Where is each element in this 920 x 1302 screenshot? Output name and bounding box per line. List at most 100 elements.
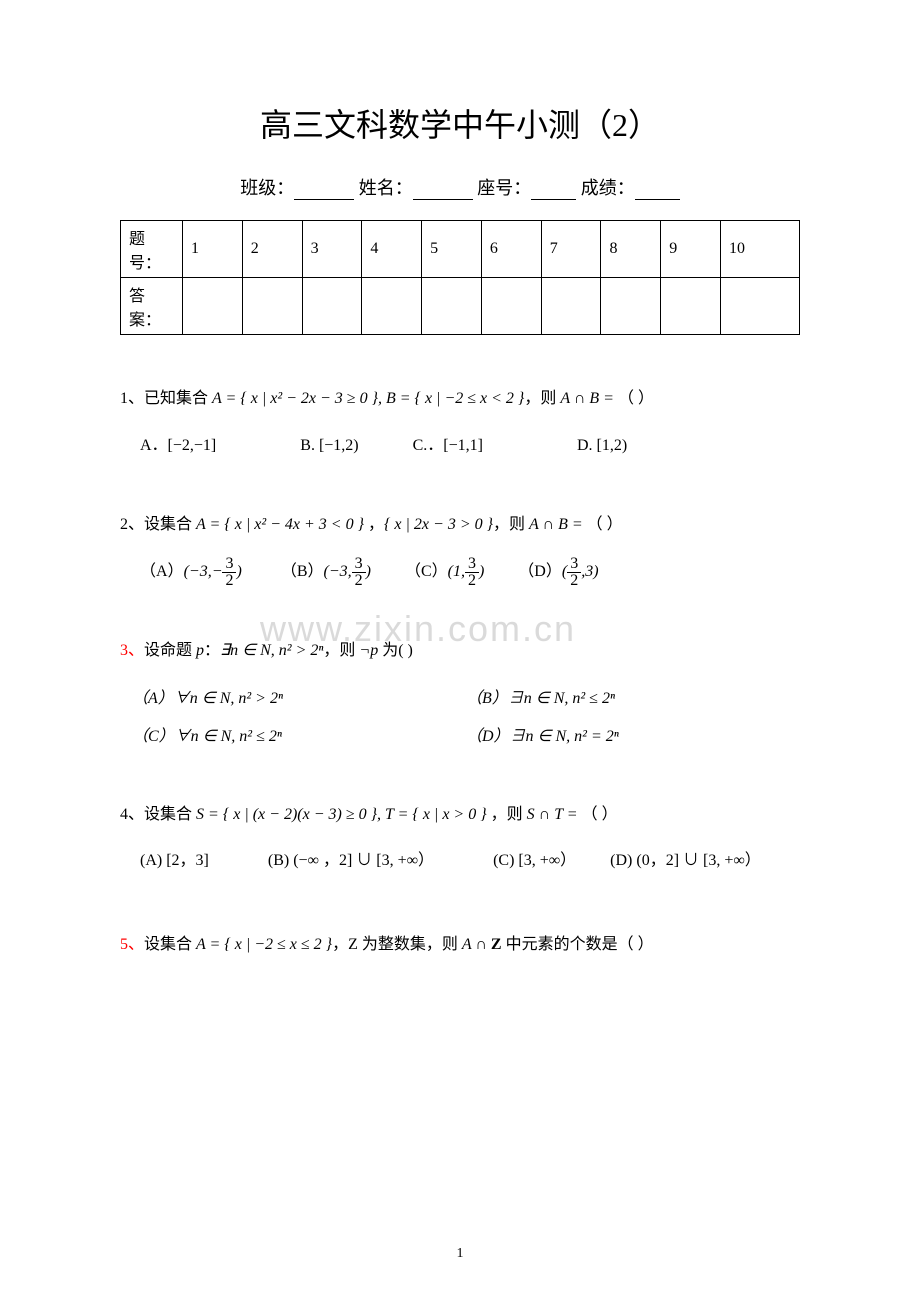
seat-label: 座号：	[477, 178, 531, 198]
class-label: 班级：	[240, 178, 294, 198]
q3-num: 3、	[120, 642, 144, 659]
table-cell	[422, 278, 482, 335]
q2-then: ，则	[493, 516, 529, 533]
q4-num: 4、	[120, 806, 144, 823]
name-blank	[413, 180, 473, 200]
table-cell	[362, 278, 422, 335]
q3-optA: （A）∀n ∈ N, n² > 2ⁿ	[132, 690, 283, 707]
q3-stem-mid: ，则	[323, 642, 359, 659]
q4-optC: (C) [3, +∞）	[493, 852, 576, 869]
q4-st: S ∩ T =	[527, 806, 578, 823]
table-cell	[661, 278, 721, 335]
q2-optA: (−3,−32)	[184, 563, 242, 580]
question-4: 4、设集合 S = { x | (x − 2)(x − 3) ≥ 0 }, T …	[120, 801, 800, 830]
table-row: 题号： 1 2 3 4 5 6 7 8 9 10	[121, 221, 800, 278]
q3-neg: ¬p	[359, 642, 378, 659]
q5-setA: A = { x | −2 ≤ x ≤ 2 }	[196, 936, 332, 953]
table-cell: 5	[422, 221, 482, 278]
q3-colon: ：	[204, 642, 220, 659]
table-row: 答案：	[121, 278, 800, 335]
question-5: 5、设集合 A = { x | −2 ≤ x ≤ 2 }，Z 为整数集，则 A …	[120, 931, 800, 960]
q1-ab: A ∩ B =	[560, 390, 614, 407]
qnum-label: 题号：	[121, 221, 183, 278]
table-cell: 4	[362, 221, 422, 278]
q4-optB: (B) (−∞ ，2] ∪ [3, +∞）	[268, 852, 434, 869]
q4-optA: (A) [2，3]	[140, 852, 209, 869]
q3-optB: （B）∃n ∈ N, n² ≤ 2ⁿ	[466, 690, 615, 707]
q2-options: （A）(−3,−32) （B）(−3,32) （C）(1,32) （D）(32,…	[120, 554, 800, 589]
q5-stem-pre: 设集合	[144, 936, 196, 953]
page-number: 1	[457, 1246, 464, 1262]
name-label: 姓名：	[359, 178, 413, 198]
q2-optB-pre: （B）	[281, 563, 324, 580]
q2-optA-pre: （A）	[140, 563, 184, 580]
q4-optD: (D) (0，2] ∪ [3, +∞）	[610, 852, 761, 869]
question-2: 2、设集合 A = { x | x² − 4x + 3 < 0 } ，{ x |…	[120, 511, 800, 540]
q4-options: (A) [2，3] (B) (−∞ ，2] ∪ [3, +∞） (C) [3, …	[120, 843, 800, 878]
q3-exist: ∃n ∈ N, n² > 2ⁿ	[220, 642, 323, 659]
q3-options: （A）∀n ∈ N, n² > 2ⁿ （B）∃n ∈ N, n² ≤ 2ⁿ （C…	[120, 680, 800, 757]
q1-num: 1、	[120, 390, 144, 407]
q2-comma: ，	[364, 516, 384, 533]
q3-optD: （D）∃n ∈ N, n² = 2ⁿ	[466, 728, 619, 745]
table-cell	[601, 278, 661, 335]
q5-stem-mid: ，Z 为整数集，则	[332, 936, 462, 953]
q2-ab: A ∩ B =	[529, 516, 583, 533]
table-cell	[302, 278, 362, 335]
q1-stem-end: （ ）	[614, 390, 654, 407]
q2-optD: (32,3)	[562, 563, 599, 580]
table-cell	[183, 278, 243, 335]
table-cell: 3	[302, 221, 362, 278]
q4-stem-pre: 设集合	[144, 806, 196, 823]
q2-optD-pre: （D）	[518, 563, 562, 580]
q2-optB: (−3,32)	[324, 563, 371, 580]
q3-stem-pre: 设命题	[144, 642, 196, 659]
seat-blank	[531, 180, 576, 200]
question-1: 1、已知集合 A = { x | x² − 2x − 3 ≥ 0 }, B = …	[120, 385, 800, 414]
q2-optC: (1,32)	[448, 563, 485, 580]
q4-sets: S = { x | (x − 2)(x − 3) ≥ 0 }, T = { x …	[196, 806, 487, 823]
q1-options: A．[−2,−1] B. [−1,2) C.．[−1,1] D. [1,2)	[120, 428, 800, 463]
q3-optC: （C）∀n ∈ N, n² ≤ 2ⁿ	[132, 728, 282, 745]
table-cell: 9	[661, 221, 721, 278]
question-3: 3、设命题 p：∃n ∈ N, n² > 2ⁿ，则 ¬p 为( )	[120, 637, 800, 666]
q1-sets: A = { x | x² − 2x − 3 ≥ 0 }, B = { x | −…	[212, 390, 524, 407]
q1-stem-pre: 已知集合	[144, 390, 212, 407]
q2-setB: { x | 2x − 3 > 0 }	[384, 516, 493, 533]
q2-optC-pre: （C）	[405, 563, 448, 580]
q5-num: 5、	[120, 936, 144, 953]
q2-paren: （ ）	[583, 516, 623, 533]
q1-optC: C.．[−1,1]	[413, 437, 483, 454]
answer-table: 题号： 1 2 3 4 5 6 7 8 9 10 答案：	[120, 220, 800, 335]
q1-stem-mid: ，则	[524, 390, 560, 407]
q1-optB: B. [−1,2)	[300, 437, 358, 454]
q2-num: 2、	[120, 516, 144, 533]
q5-az: A ∩ Z	[462, 936, 502, 953]
page-content: 高三文科数学中午小测（2） 班级： 姓名： 座号： 成绩： 题号： 1 2 3 …	[120, 100, 800, 959]
answer-label: 答案：	[121, 278, 183, 335]
q2-stem-pre: 设集合	[144, 516, 196, 533]
q2-setA: A = { x | x² − 4x + 3 < 0 }	[196, 516, 364, 533]
table-cell	[721, 278, 800, 335]
table-cell: 10	[721, 221, 800, 278]
page-title: 高三文科数学中午小测（2）	[120, 100, 800, 146]
table-cell: 8	[601, 221, 661, 278]
table-cell: 2	[242, 221, 302, 278]
class-blank	[294, 180, 354, 200]
score-label: 成绩：	[581, 178, 635, 198]
q5-stem-end: 中元素的个数是（ ）	[502, 936, 654, 953]
q3-stem-end: 为( )	[378, 642, 413, 659]
table-cell	[242, 278, 302, 335]
student-info-line: 班级： 姓名： 座号： 成绩：	[120, 174, 800, 200]
q4-stem-end: （ ）	[578, 806, 618, 823]
q1-optA: A．[−2,−1]	[140, 437, 216, 454]
q1-optD: D. [1,2)	[577, 437, 627, 454]
q3-p: p	[196, 642, 204, 659]
table-cell: 7	[541, 221, 601, 278]
q4-stem-mid: ，则	[487, 806, 527, 823]
table-cell	[481, 278, 541, 335]
table-cell: 6	[481, 221, 541, 278]
score-blank	[635, 180, 680, 200]
table-cell: 1	[183, 221, 243, 278]
table-cell	[541, 278, 601, 335]
